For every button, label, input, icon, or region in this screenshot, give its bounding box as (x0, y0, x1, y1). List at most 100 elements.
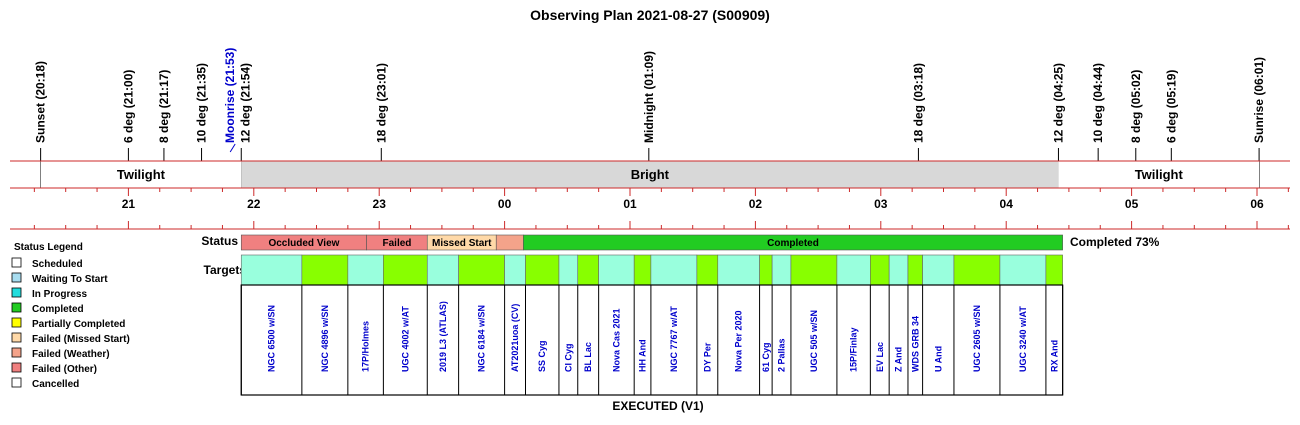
target-block[interactable] (1045, 254, 1063, 286)
hour-label: 00 (498, 197, 512, 211)
band-twilight (40, 161, 242, 188)
legend-swatch (11, 272, 22, 283)
legend-swatch (11, 362, 22, 373)
band-label: Bright (631, 167, 670, 182)
hour-label: 04 (1000, 197, 1014, 211)
hour-label: 22 (247, 197, 261, 211)
legend-swatch (11, 377, 22, 388)
legend-item: Completed (32, 304, 84, 315)
legend-item: Waiting To Start (32, 274, 108, 285)
target-block[interactable] (598, 254, 635, 286)
target-name: SS Cyg (537, 340, 547, 372)
target-block[interactable] (907, 254, 923, 286)
event-label: Sunrise (06:01) (1252, 57, 1266, 143)
target-name: DY Per (702, 342, 712, 372)
target-block[interactable] (836, 254, 871, 286)
status-segment-label: Missed Start (432, 238, 492, 249)
target-block[interactable] (759, 254, 773, 286)
target-name: 17P/Holmes (361, 321, 371, 372)
band-label: Twilight (1135, 167, 1184, 182)
target-block[interactable] (696, 254, 719, 286)
target-name: AT2021uoa (CV) (510, 304, 520, 372)
completion-text: Completed 73% (1070, 235, 1160, 249)
status-row-label: Status (201, 234, 238, 248)
target-block[interactable] (558, 254, 579, 286)
target-block[interactable] (771, 254, 792, 286)
target-name: NGC 6184 w/SN (477, 305, 487, 372)
legend-item: Failed (Missed Start) (32, 334, 130, 345)
status-segment-label: Occluded View (268, 238, 339, 249)
event-label: Moonrise (21:53) (223, 48, 237, 143)
target-name: UGC 4002 w/AT (400, 306, 410, 372)
target-name: 15P/Finlay (849, 327, 859, 372)
target-block[interactable] (577, 254, 599, 286)
legend-swatch (11, 317, 22, 328)
band-bright (241, 161, 1059, 188)
execution-footer: EXECUTED (V1) (612, 399, 703, 413)
target-name: RX And (1049, 340, 1059, 372)
status-legend: Status Legend Scheduled Waiting To Start I… (11, 242, 130, 390)
target-block[interactable] (650, 254, 698, 286)
target-block[interactable] (633, 254, 652, 286)
legend-swatch (11, 257, 22, 268)
moonrise-marker (229, 143, 236, 153)
target-block[interactable] (426, 254, 459, 286)
target-block[interactable] (301, 254, 349, 286)
band-label: Twilight (117, 167, 166, 182)
target-block[interactable] (717, 254, 760, 286)
target-name: UGC 2605 w/SN (972, 305, 982, 372)
status-row: Occluded View Failed Missed Start Completed (240, 234, 1063, 251)
target-name: Nova Per 2020 (734, 310, 744, 372)
target-name: U And (933, 346, 943, 372)
target-name: 61 Cyg (761, 342, 771, 372)
target-name: UGC 3240 w/AT (1018, 306, 1028, 372)
target-block[interactable] (870, 254, 890, 286)
plan-title: Observing Plan 2021-08-27 (S00909) (530, 7, 770, 23)
hour-label: 05 (1125, 197, 1139, 211)
event-label: 6 deg (21:00) (121, 70, 135, 143)
timeline: Twilight Bright Twilight 21 22 23 00 01 02 03 04 05… (10, 160, 1290, 230)
band-twilight (1058, 161, 1260, 188)
target-block[interactable] (790, 254, 838, 286)
target-block[interactable] (999, 254, 1047, 286)
target-block[interactable] (383, 254, 428, 286)
legend-item: Partially Completed (32, 319, 125, 330)
target-block[interactable] (922, 254, 955, 286)
legend-title: Status Legend (14, 242, 83, 253)
target-block[interactable] (525, 254, 560, 286)
target-name: CI Cyg (563, 343, 573, 372)
hour-label: 06 (1250, 197, 1264, 211)
target-name: Z And (894, 347, 904, 372)
target-block[interactable] (240, 254, 303, 286)
legend-swatch (11, 287, 22, 298)
target-block[interactable] (504, 254, 526, 286)
event-label: Midnight (01:09) (642, 51, 656, 143)
target-block[interactable] (458, 254, 505, 286)
event-label: 6 deg (05:19) (1164, 70, 1178, 143)
legend-swatch (11, 302, 22, 313)
target-name: HH And (638, 339, 648, 372)
event-label: 8 deg (05:02) (1129, 70, 1143, 143)
legend-item: Failed (Other) (32, 364, 97, 375)
hour-label: 01 (623, 197, 637, 211)
target-block[interactable] (888, 254, 909, 286)
target-block[interactable] (347, 254, 384, 286)
target-name: Nova Cas 2021 (611, 308, 621, 372)
hour-label: 23 (373, 197, 387, 211)
event-label: 18 deg (23:01) (374, 63, 388, 143)
target-name: NGC 7767 w/AT (669, 306, 679, 372)
target-name: NGC 6500 w/SN (267, 305, 277, 372)
event-label: 10 deg (04:44) (1091, 63, 1105, 143)
target-block[interactable] (953, 254, 1001, 286)
legend-item: Scheduled (32, 259, 83, 270)
event-label: 8 deg (21:17) (157, 70, 171, 143)
status-segment-label: Completed (767, 238, 819, 249)
legend-item: Cancelled (32, 379, 79, 390)
target-name: BL Lac (583, 342, 593, 372)
target-name: EV Lac (875, 342, 885, 372)
target-name: 2 Pallas (777, 338, 787, 372)
event-labels: Sunset (20:18) 6 deg (21:00) 8 deg (21:17)… (34, 48, 1266, 188)
status-segment (495, 234, 524, 251)
targets-row-label: Targets (204, 263, 247, 277)
